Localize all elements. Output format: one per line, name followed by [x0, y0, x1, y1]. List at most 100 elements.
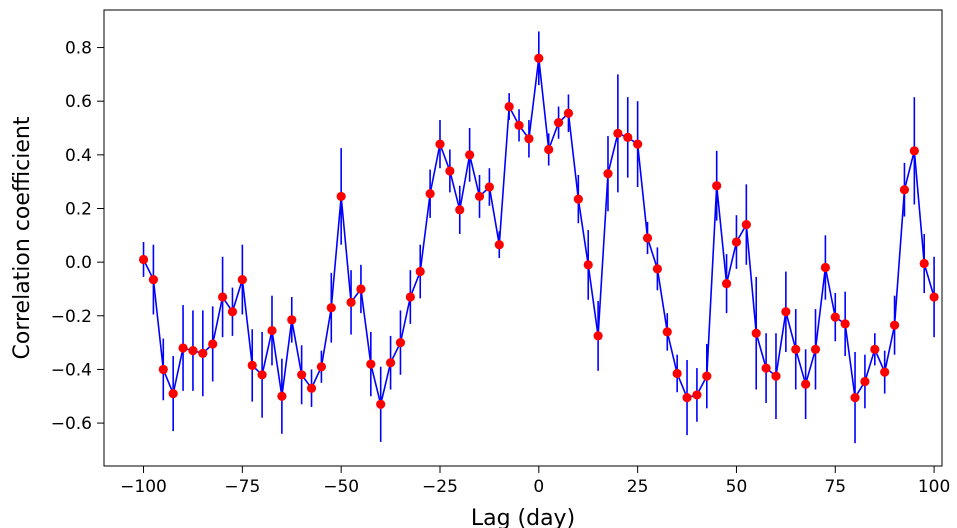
data-point	[504, 101, 514, 112]
data-point	[553, 118, 564, 128]
x-tick-label: −100	[120, 477, 167, 497]
data-point	[801, 379, 811, 389]
data-point	[919, 258, 929, 269]
y-tick-label: −0.4	[51, 360, 92, 380]
data-point	[771, 371, 781, 381]
x-tick-label: −75	[224, 477, 260, 497]
data-point	[277, 391, 287, 401]
data-point	[178, 343, 188, 353]
y-tick-label: 0.2	[65, 199, 92, 219]
data-point	[642, 233, 653, 243]
data-point	[603, 169, 613, 179]
data-point	[346, 297, 356, 307]
data-point	[761, 363, 771, 373]
data-point	[415, 266, 425, 277]
data-point	[731, 237, 742, 247]
data-point	[672, 368, 682, 379]
data-point	[306, 383, 317, 393]
data-point	[820, 262, 830, 273]
data-point	[168, 388, 178, 399]
data-point	[613, 128, 623, 138]
x-tick-label: 100	[918, 477, 950, 497]
data-point	[929, 292, 939, 302]
data-point	[880, 367, 890, 377]
data-point	[356, 284, 366, 294]
data-point	[465, 150, 475, 160]
x-tick-label: −50	[323, 477, 359, 497]
data-point	[544, 144, 554, 155]
data-point	[247, 360, 257, 371]
y-tick-label: 0.4	[65, 146, 92, 166]
data-markers	[138, 53, 939, 409]
data-point	[623, 132, 633, 143]
data-point	[781, 307, 791, 317]
data-point	[376, 399, 386, 409]
data-point	[583, 260, 593, 270]
data-point	[712, 181, 722, 191]
data-point	[889, 320, 900, 330]
data-point	[366, 359, 376, 369]
data-point	[217, 292, 228, 302]
y-tick-label: −0.6	[51, 414, 92, 434]
data-point	[741, 219, 751, 230]
data-point	[148, 274, 159, 285]
x-tick-label: 0	[533, 477, 544, 497]
data-point	[287, 315, 297, 325]
x-axis-label: Lag (day)	[471, 506, 575, 528]
data-point	[751, 328, 761, 338]
data-point	[563, 108, 574, 118]
data-point	[474, 191, 485, 202]
data-point	[830, 312, 840, 322]
data-point	[593, 331, 603, 341]
data-point	[267, 325, 277, 336]
data-point	[791, 344, 801, 354]
data-point	[237, 274, 247, 285]
error-bars	[142, 31, 935, 444]
data-point	[435, 139, 445, 149]
data-point	[316, 362, 327, 372]
data-point	[682, 393, 692, 403]
data-point	[899, 185, 910, 195]
data-point	[227, 307, 238, 317]
data-point	[198, 348, 208, 358]
data-point	[860, 376, 870, 387]
data-point	[208, 339, 218, 349]
data-point	[385, 358, 396, 368]
x-axis-ticks: −100 −75 −50 −25 0 25 50 75 100	[120, 466, 950, 497]
data-point	[494, 240, 504, 250]
data-point	[534, 53, 544, 63]
data-point	[257, 370, 267, 380]
data-point	[138, 254, 149, 265]
data-point	[405, 292, 415, 302]
data-point	[662, 327, 672, 337]
data-point	[455, 205, 465, 215]
x-tick-label: 75	[824, 477, 846, 497]
data-point	[810, 344, 821, 354]
plot-frame	[103, 9, 943, 467]
data-point	[326, 303, 336, 313]
data-point	[514, 120, 524, 130]
data-point	[909, 146, 919, 156]
data-point	[484, 182, 495, 192]
data-point	[297, 370, 307, 380]
data-point	[652, 264, 662, 274]
y-tick-label: 0.0	[65, 253, 92, 273]
data-point	[158, 364, 168, 375]
data-point	[633, 139, 643, 149]
data-point	[445, 166, 455, 176]
data-point	[395, 338, 406, 348]
data-point	[840, 319, 850, 329]
data-point	[336, 191, 346, 202]
x-tick-label: −25	[422, 477, 458, 497]
y-tick-label: 0.8	[65, 39, 92, 59]
y-axis-label: Correlation coefficient	[10, 116, 35, 359]
y-tick-label: 0.6	[65, 92, 92, 112]
data-point	[692, 390, 702, 400]
data-point	[188, 346, 198, 356]
y-tick-label: −0.2	[51, 307, 92, 327]
x-tick-label: 50	[726, 477, 748, 497]
x-tick-label: 25	[627, 477, 649, 497]
data-point	[870, 344, 880, 354]
y-axis-ticks: −0.6 −0.4 −0.2 0.0 0.2 0.4 0.6 0.8	[51, 39, 104, 434]
